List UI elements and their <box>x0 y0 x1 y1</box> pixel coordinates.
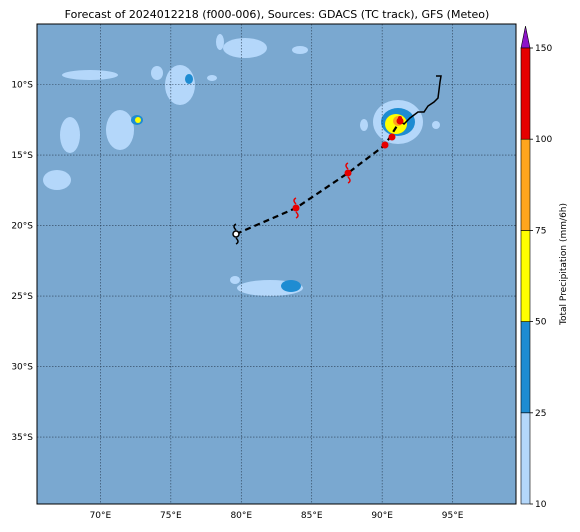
x-tick-label: 75°E <box>160 511 182 521</box>
x-tick-label: 85°E <box>301 511 323 521</box>
storm-symbols <box>292 117 404 219</box>
colorbar-tick-label: 75 <box>535 226 546 236</box>
colorbar: 10 25 50 75 100 150 <box>520 25 552 510</box>
x-tick-label: 70°E <box>90 511 112 521</box>
past-track <box>399 75 442 125</box>
precip-light <box>43 34 440 296</box>
colorbar-tick-label: 100 <box>535 135 552 145</box>
y-tick-label: 25°S <box>11 292 33 302</box>
ocean <box>37 24 516 504</box>
start-symbol <box>232 223 240 245</box>
x-tick-label: 80°E <box>230 511 252 521</box>
colorbar-segment <box>520 138 531 231</box>
y-tick-label: 30°S <box>11 363 33 373</box>
y-tick-label: 10°S <box>11 81 33 91</box>
map-title: Forecast of 2024012218 (f000-006), Sourc… <box>65 8 490 21</box>
map-frame <box>36 23 517 505</box>
colorbar-tick-label: 10 <box>535 500 547 510</box>
colorbar-segment <box>520 321 531 414</box>
colorbar-tick-label: 25 <box>535 409 546 419</box>
tc-track <box>232 75 442 245</box>
colorbar-segment <box>520 47 531 140</box>
x-tick-label: 90°E <box>371 511 393 521</box>
colorbar-extend <box>520 25 531 49</box>
y-tick-label: 35°S <box>11 433 33 443</box>
colorbar-segment <box>520 230 531 322</box>
y-tick-label: 15°S <box>11 151 33 161</box>
colorbar-tick-label: 150 <box>535 44 552 54</box>
map-area <box>36 23 517 505</box>
colorbar-segment <box>520 412 531 505</box>
colorbar-label: Total Precipitation (mm/6h) <box>559 203 569 326</box>
grid <box>37 24 516 504</box>
colorbar-tick-label: 50 <box>535 318 547 328</box>
x-tick-label: 95°E <box>442 511 464 521</box>
y-tick-label: 20°S <box>11 222 33 232</box>
